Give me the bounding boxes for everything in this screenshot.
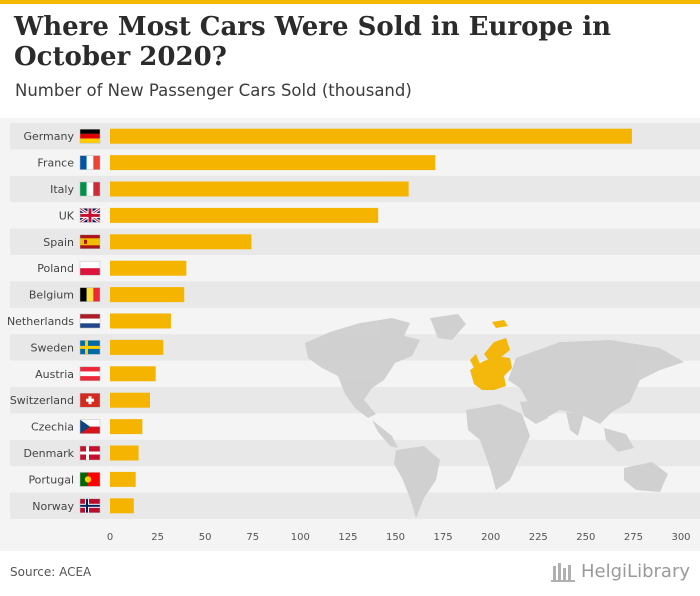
chart-title: Where Most Cars Were Sold in Europe in O… xyxy=(14,12,611,72)
switzerland-flag-icon xyxy=(79,392,101,408)
x-tick-label: 175 xyxy=(434,532,453,543)
denmark-flag-icon xyxy=(79,445,101,461)
category-label: Switzerland xyxy=(10,394,74,407)
czechia-flag-icon xyxy=(79,419,101,434)
bar-czechia xyxy=(110,419,143,435)
top-accent-strip xyxy=(0,0,700,4)
x-axis-ticks: 0 25 50 75 100 125 150 175 200 225 250 275 300 xyxy=(107,532,691,543)
map-north-america xyxy=(305,318,420,418)
bar-austria xyxy=(110,366,156,382)
category-label: Germany xyxy=(23,130,74,143)
x-tick-label: 225 xyxy=(529,532,548,543)
map-middle-east xyxy=(520,400,548,424)
category-label: Netherlands xyxy=(7,315,74,328)
x-tick-label: 250 xyxy=(576,532,595,543)
bar-uk xyxy=(110,207,379,223)
x-tick-label: 25 xyxy=(151,532,164,543)
category-label: Belgium xyxy=(29,289,74,302)
austria-flag-icon xyxy=(79,366,101,382)
spain-flag-icon xyxy=(79,234,101,250)
category-label: Sweden xyxy=(31,341,74,354)
x-tick-label: 50 xyxy=(199,532,212,543)
sweden-flag-icon xyxy=(79,340,101,355)
brand-name: HelgiLibrary xyxy=(581,560,690,582)
map-south-america xyxy=(394,446,440,518)
category-label: Spain xyxy=(43,236,74,249)
world-map-background xyxy=(305,314,684,518)
norway-flag-icon xyxy=(79,498,101,514)
bar-italy xyxy=(110,181,409,197)
map-uk-island xyxy=(470,354,480,368)
x-tick-label: 75 xyxy=(246,532,259,543)
category-label: Poland xyxy=(37,262,74,275)
source-note: Source: ACEA xyxy=(10,565,92,579)
france-flag-icon xyxy=(79,155,101,170)
x-tick-label: 300 xyxy=(671,532,690,543)
map-central-america xyxy=(372,420,398,448)
bars xyxy=(110,128,632,514)
category-label: Czechia xyxy=(31,421,74,434)
map-southeast-asia xyxy=(604,428,634,452)
bar-chart: Germany France Italy UK Spain Poland Belgium Ne… xyxy=(7,123,700,543)
library-logo-icon xyxy=(551,563,576,582)
category-label: Norway xyxy=(32,500,74,513)
uk-flag-icon xyxy=(79,207,101,224)
map-australia xyxy=(624,462,668,492)
italy-flag-icon xyxy=(79,181,101,197)
bar-germany xyxy=(110,128,632,144)
bar-switzerland xyxy=(110,392,150,408)
poland-flag-icon xyxy=(79,260,101,276)
netherlands-flag-icon xyxy=(79,313,101,329)
x-tick-label: 200 xyxy=(481,532,500,543)
x-tick-label: 100 xyxy=(291,532,310,543)
map-india xyxy=(566,412,584,436)
map-scandinavia xyxy=(484,338,510,362)
germany-flag-icon xyxy=(79,128,101,144)
bar-poland xyxy=(110,260,187,276)
bar-france xyxy=(110,155,436,171)
bar-belgium xyxy=(110,287,185,303)
bar-sweden xyxy=(110,339,164,355)
category-labels: Germany France Italy UK Spain Poland Belgium Ne… xyxy=(7,130,75,513)
x-tick-label: 125 xyxy=(338,532,357,543)
bar-spain xyxy=(110,234,252,250)
category-label: Italy xyxy=(50,183,74,196)
bar-netherlands xyxy=(110,313,171,329)
bar-norway xyxy=(110,498,134,514)
map-svalbard xyxy=(492,320,508,328)
category-label: Austria xyxy=(35,368,74,381)
x-tick-label: 150 xyxy=(386,532,405,543)
map-africa xyxy=(466,404,530,490)
map-asia xyxy=(508,340,684,424)
bar-portugal xyxy=(110,471,136,487)
portugal-flag-icon xyxy=(79,472,101,487)
country-flags xyxy=(79,128,101,514)
belgium-flag-icon xyxy=(79,287,101,302)
map-greenland xyxy=(430,314,466,340)
category-label: Denmark xyxy=(23,447,74,460)
map-europe xyxy=(470,356,512,390)
x-tick-label: 0 xyxy=(107,532,113,543)
category-label: France xyxy=(37,157,74,170)
brand-logo: HelgiLibrary xyxy=(551,560,690,582)
chart-subtitle: Number of New Passenger Cars Sold (thous… xyxy=(15,81,412,100)
category-label: Portugal xyxy=(28,473,74,486)
category-label: UK xyxy=(59,209,75,222)
x-tick-label: 275 xyxy=(624,532,643,543)
bar-denmark xyxy=(110,445,139,461)
